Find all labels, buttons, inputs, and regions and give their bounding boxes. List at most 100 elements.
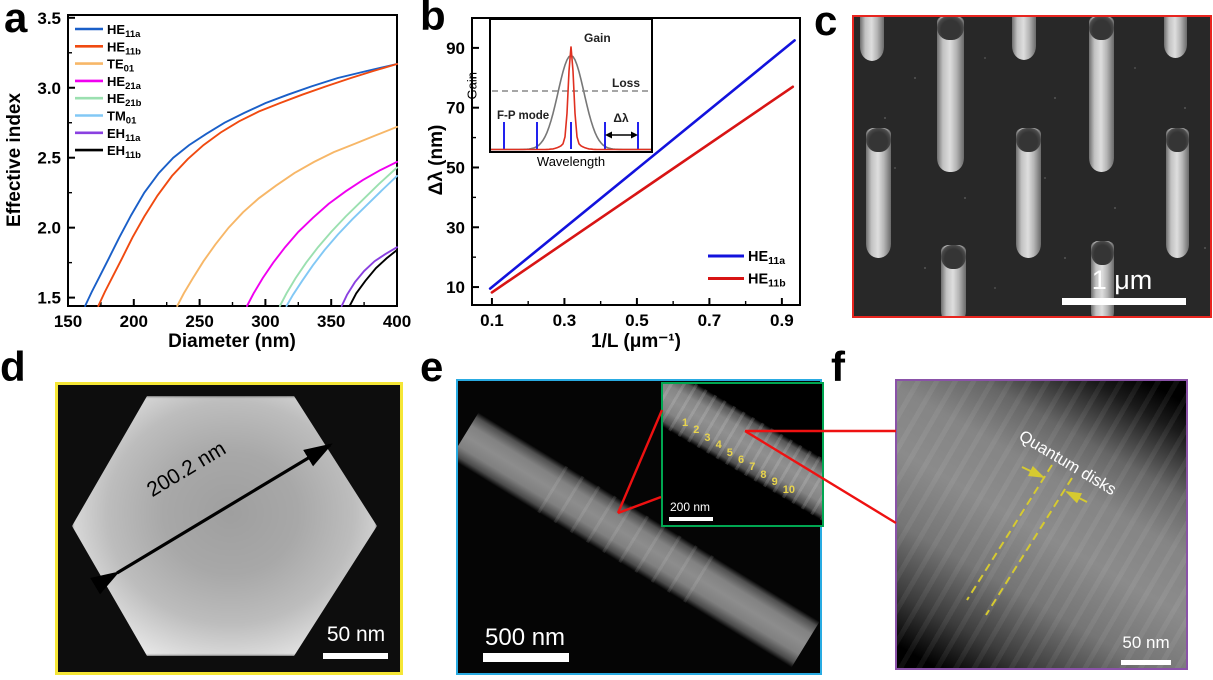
y-tick-label: 3.5 — [37, 9, 61, 28]
inset-x-axis-label: Wavelength — [536, 154, 606, 169]
legend-label-HE21b: HE21b — [107, 91, 142, 109]
quantum-disk-number-4: 4 — [715, 439, 722, 452]
x-tick-label: 400 — [383, 312, 411, 331]
x-tick-label: 0.5 — [625, 311, 649, 330]
quantum-disk-number-3: 3 — [704, 431, 711, 444]
x-tick-label: 350 — [317, 312, 345, 331]
nanowire-top-facet — [1166, 128, 1189, 152]
x-tick-label: 0.1 — [480, 311, 504, 330]
nanowire-pillar — [1012, 17, 1036, 60]
series-TE01 — [176, 125, 398, 307]
scale-bar — [483, 653, 569, 662]
scale-bar — [323, 653, 388, 659]
y-tick-label: 1.5 — [37, 289, 61, 308]
y-tick-label: 10 — [446, 278, 465, 297]
hrtem-quantum-disks-image: Quantum disks 50 nm — [895, 379, 1188, 670]
quantum-disk-number-8: 8 — [760, 468, 767, 481]
inset-frame — [489, 18, 653, 153]
nanowire-top-facet — [1091, 241, 1114, 265]
quantum-disk-number-1: 1 — [682, 417, 689, 429]
quantum-disk-number-5: 5 — [726, 446, 733, 459]
quantum-disk-number-9: 9 — [771, 476, 778, 489]
y-tick-label: 90 — [446, 39, 465, 58]
legend-label-HE11b: HE11b — [107, 39, 141, 57]
inset-y-axis-label: Gain — [464, 72, 480, 100]
x-tick-label: 300 — [251, 312, 279, 331]
panel-label-b: b — [420, 0, 446, 39]
panel-label-a: a — [4, 0, 28, 41]
quantum-disk-number-7: 7 — [749, 461, 756, 474]
scale-bar-label: 50 nm — [1122, 633, 1170, 652]
scale-bar-label: 50 nm — [326, 623, 386, 646]
nanowire-top-facet — [1089, 17, 1114, 40]
y-tick-label: 50 — [446, 158, 465, 177]
nanowire-pillar — [1166, 128, 1189, 258]
quantum-disk-number-2: 2 — [693, 424, 700, 437]
fp-mode-label: F-P mode — [497, 110, 549, 122]
panel-label-e: e — [420, 343, 444, 390]
quantum-disk-number-6: 6 — [738, 454, 745, 466]
tem-inset-quantum-disks: 1 2 3 4 5 6 7 8 9 10 200 nm — [661, 382, 824, 527]
loss-label: Loss — [612, 76, 640, 90]
gain-loss-inset-chart: Gain Loss F-P mode Δλ — [489, 18, 653, 153]
nanowire-pillar — [860, 17, 884, 61]
chart-mode-spacing: 0.1 0.3 0.5 0.7 0.9 10 30 50 70 90 1/L (μm⁻¹) Δλ (n… — [426, 17, 801, 352]
nanowire-top-facet — [1016, 128, 1041, 152]
legend-label-HE11a: HE11a — [107, 22, 141, 40]
diameter-arrow — [90, 443, 333, 595]
x-tick-label: 0.9 — [770, 311, 794, 330]
delta-lambda-label: Δλ — [613, 111, 629, 125]
series-HE11a — [488, 39, 796, 290]
panel-label-c: c — [814, 0, 838, 44]
legend-label-EH11a: EH11a — [107, 126, 141, 144]
series-HE11a — [84, 63, 398, 307]
nanowire-top-facet — [866, 128, 891, 152]
chart-effective-index: 150 200 250 300 350 400 1.5 2.0 2.5 3.0 3.5 Diamete… — [4, 9, 411, 352]
x-tick-label: 200 — [120, 312, 148, 331]
series-HE11b — [97, 63, 398, 307]
y-tick-label: 70 — [446, 99, 465, 118]
series-HE21b — [278, 166, 398, 307]
panel-label-f: f — [831, 343, 845, 390]
y-tick-label: 3.0 — [37, 79, 61, 98]
nanowire-pillar — [1091, 241, 1114, 316]
nanowire-pillar — [1016, 128, 1041, 258]
nanowire-pillar — [941, 245, 966, 316]
panel-label-d: d — [0, 343, 26, 390]
y-axis-label: Δλ (nm) — [426, 125, 447, 196]
series-EH11b — [348, 249, 398, 307]
legend-label-TE01: TE01 — [107, 57, 135, 75]
scale-bar-label: 1 μm — [1091, 265, 1153, 295]
x-axis-label: 1/L (μm⁻¹) — [591, 331, 681, 352]
x-tick-label: 0.7 — [698, 311, 722, 330]
series-EH11a — [340, 246, 398, 307]
nanowire-pillar — [1164, 17, 1187, 58]
quantum-disk-number-10: 10 — [782, 483, 796, 496]
y-axis-label: Effective index — [4, 93, 25, 228]
background-speckles — [854, 17, 856, 19]
y-tick-label: 2.5 — [37, 149, 61, 168]
x-tick-label: 150 — [54, 312, 82, 331]
scale-bar — [1062, 298, 1186, 305]
nanowire-pillar — [937, 17, 964, 172]
sem-hexagon-cross-section-image: 200.2 nm 50 nm — [55, 382, 403, 675]
legend-label-HE11b: HE11b — [748, 272, 786, 290]
quantum-disk-stripes — [897, 381, 1186, 668]
series-TM01 — [285, 174, 398, 307]
series-HE21a — [246, 160, 398, 307]
series-HE11b — [490, 85, 795, 294]
x-tick-label: 0.3 — [553, 311, 577, 330]
nanowire-pillar — [1089, 17, 1114, 172]
y-tick-label: 2.0 — [37, 219, 61, 238]
nanowire-pillar — [866, 128, 891, 258]
quantum-disk-markers — [966, 464, 1088, 616]
nanowire-top-facet — [937, 17, 964, 40]
scale-bar-label: 200 nm — [670, 500, 711, 514]
scale-bar-label: 500 nm — [485, 624, 566, 651]
nanowire-top-facet — [941, 245, 966, 269]
y-tick-label: 30 — [446, 218, 465, 237]
legend-label-HE21a: HE21a — [107, 74, 142, 92]
sem-nanowire-array-image: 1 μm — [852, 15, 1212, 318]
x-axis-label: Diameter (nm) — [168, 331, 296, 352]
